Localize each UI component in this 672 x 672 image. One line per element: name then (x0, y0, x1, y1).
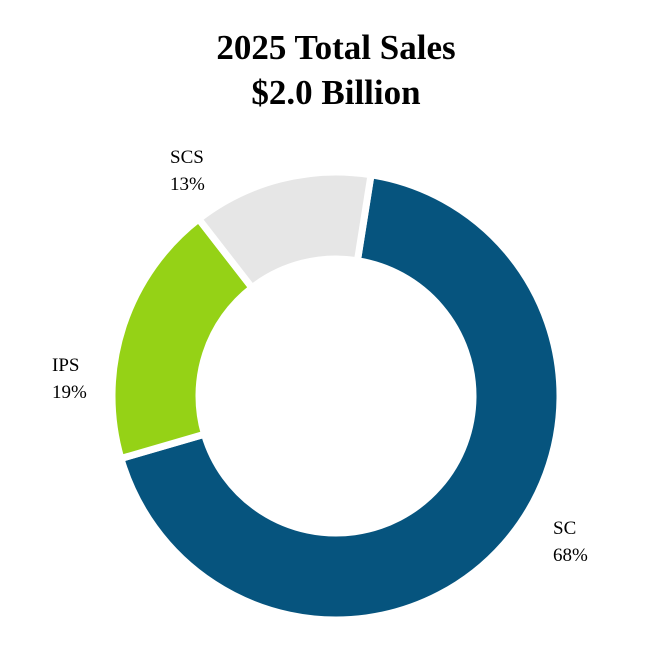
slice-label-sc: SC (553, 518, 576, 539)
slice-label-scs: SCS (170, 147, 204, 168)
donut-slice-sc (116, 170, 564, 624)
chart-title-line-2: $2.0 Billion (251, 73, 421, 112)
slice-label-ips: IPS (52, 355, 79, 376)
donut-slice-scs (193, 168, 376, 293)
slice-percent-sc: 68% (553, 545, 588, 566)
donut-slice-ips (108, 214, 257, 463)
slice-percent-ips: 19% (52, 382, 87, 403)
slice-percent-scs: 13% (170, 174, 205, 195)
chart-title-line-1: 2025 Total Sales (216, 28, 456, 67)
